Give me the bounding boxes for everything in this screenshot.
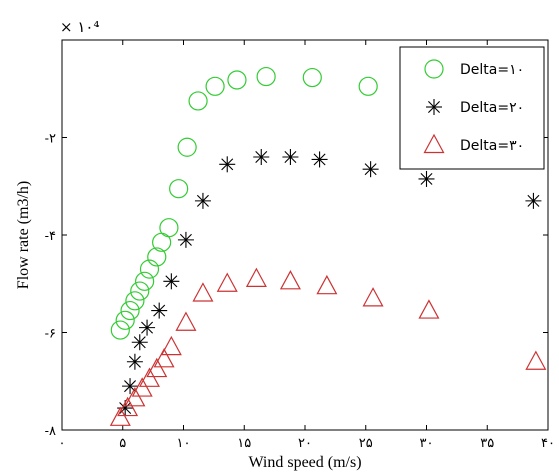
star-point: [362, 161, 379, 178]
star-point: [418, 170, 435, 187]
triangle-point: [146, 357, 168, 378]
x-tick-label: ۱۰: [177, 436, 191, 451]
star-point: [117, 400, 134, 417]
triangle-point: [124, 387, 146, 407]
circle-point: [302, 67, 322, 88]
triangle-point: [175, 311, 197, 331]
star-point: [177, 231, 194, 248]
circle-point: [188, 91, 208, 111]
triangle-point: [160, 335, 182, 356]
star-point: [253, 149, 270, 165]
circle-point: [169, 179, 189, 199]
legend-label: Delta=۱۰: [460, 62, 524, 78]
circle-point: [115, 310, 135, 330]
data-marks: [109, 66, 547, 426]
y-tick-label: -۴: [45, 229, 56, 244]
star-point: [282, 149, 299, 165]
star-point: [126, 353, 143, 370]
triangle-point: [525, 350, 547, 370]
triangle-point: [245, 267, 267, 287]
x-tick-label: ۲۵: [359, 436, 373, 451]
legend-box: [399, 46, 545, 170]
y-tick-label: -۸: [45, 424, 56, 439]
x-tick-label: ۱۵: [237, 436, 251, 451]
series-2: [117, 149, 542, 417]
x-tick-label: ۳۰: [420, 436, 434, 451]
star-point: [525, 192, 542, 209]
y-axis-title: Flow rate (m3/h): [15, 181, 32, 289]
legend-marker: [426, 99, 442, 115]
triangle-point: [362, 287, 384, 307]
legend-marker: [424, 59, 444, 79]
circle-point: [147, 247, 167, 267]
triangle-point: [279, 270, 301, 290]
legend-label: Delta=۲۰: [460, 100, 524, 116]
x-tick-label: ۳۵: [480, 436, 494, 451]
circle-point: [358, 76, 378, 96]
triangle-point: [131, 377, 153, 397]
legend: Delta=۱۰ Delta=۲۰ Delta=۳۰: [399, 46, 545, 170]
circle-point: [177, 137, 197, 157]
triangle-point: [216, 272, 238, 292]
y-multiplier-label: × ۱۰⁴: [60, 18, 99, 36]
axis-tick-labels: ۰ ۵ ۱۰ ۱۵ ۲۰ ۲۵ ۳۰ ۳۵ ۴۰ -۸ -۶ -۴ -۲: [45, 132, 555, 452]
triangle-point: [109, 406, 131, 426]
star-point: [219, 156, 236, 173]
x-tick-label: ۵: [119, 436, 126, 451]
triangle-point: [316, 274, 338, 295]
y-tick-label: -۶: [45, 327, 56, 342]
triangle-point: [418, 299, 440, 319]
star-point: [163, 273, 180, 290]
triangle-point: [192, 282, 214, 302]
axis-ticks: [61, 40, 549, 431]
x-tick-label: ۴۰: [541, 436, 555, 451]
legend-label: Delta=۳۰: [460, 138, 524, 154]
star-point: [311, 151, 328, 168]
triangle-point: [138, 367, 160, 387]
x-tick-label: ۰: [59, 436, 66, 451]
x-axis-title: Wind speed (m/s): [248, 454, 361, 471]
y-tick-label: -۲: [45, 132, 56, 147]
triangle-point: [153, 348, 175, 368]
legend-marker: [423, 133, 445, 154]
circle-point: [205, 76, 225, 96]
triangle-point: [117, 396, 139, 417]
circle-point: [110, 320, 130, 340]
circle-point: [159, 218, 179, 238]
star-point: [139, 319, 156, 336]
circle-point: [135, 271, 155, 291]
series-3: [109, 267, 547, 426]
circle-point: [256, 66, 276, 87]
circle-point: [125, 291, 145, 311]
x-tick-label: ۲۰: [298, 436, 312, 451]
circle-point: [130, 281, 150, 301]
star-point: [131, 334, 148, 351]
circle-point: [120, 300, 140, 321]
circle-point: [227, 70, 247, 90]
circle-point: [139, 259, 160, 279]
star-point: [194, 192, 211, 209]
star-point: [151, 302, 168, 319]
